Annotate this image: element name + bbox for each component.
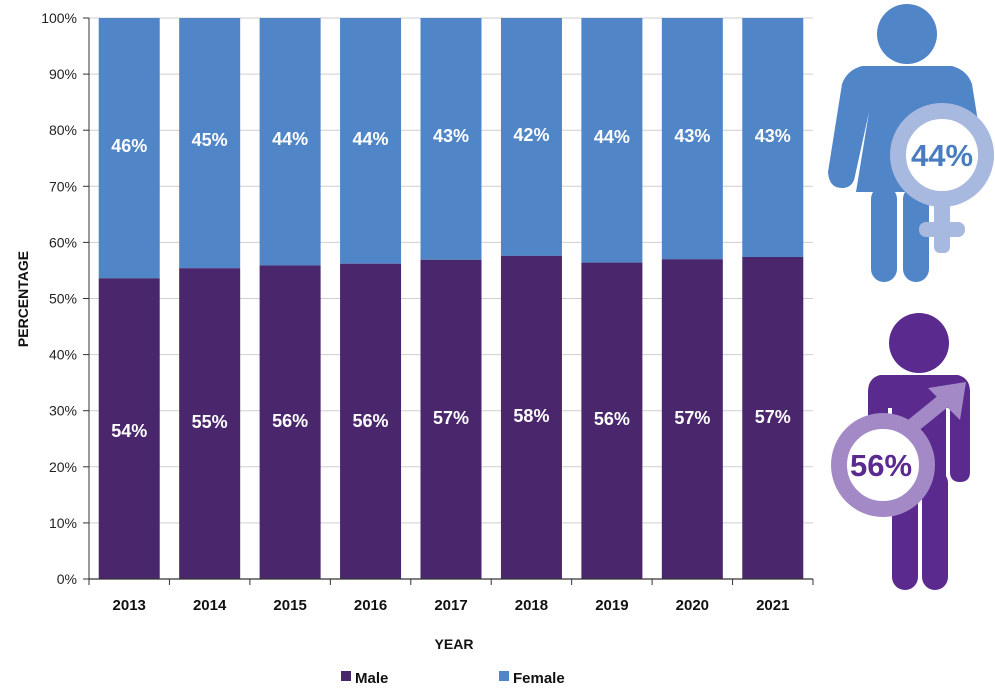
data-label-female: 42% <box>513 125 549 145</box>
y-tick-label: 0% <box>57 571 77 587</box>
bar-male <box>420 259 482 579</box>
bar-female <box>259 18 321 266</box>
data-label-female: 46% <box>111 136 147 156</box>
female-icon-percentage: 44% <box>911 138 973 173</box>
bar-female <box>179 18 241 269</box>
bar-male <box>259 265 321 579</box>
x-tick-label: 2015 <box>273 597 306 614</box>
data-label-female: 43% <box>674 126 710 146</box>
male-icon-percentage: 56% <box>850 448 912 483</box>
y-tick-label: 10% <box>49 515 77 531</box>
bar-female <box>500 18 562 256</box>
bar-male <box>742 256 804 579</box>
x-tick-label: 2017 <box>434 597 467 614</box>
data-label-male: 56% <box>353 411 389 431</box>
x-tick-label: 2016 <box>354 597 387 614</box>
bar-male <box>179 268 241 579</box>
legend-swatch-female <box>499 671 509 681</box>
y-tick-label: 100% <box>41 10 77 26</box>
y-tick-label: 70% <box>49 178 77 194</box>
y-tick-label: 90% <box>49 66 77 82</box>
x-axis-label: YEAR <box>435 636 474 652</box>
bar-female <box>581 18 643 263</box>
legend-swatch-male <box>341 671 351 681</box>
x-axis: 2013 2014 2015 2016 2017 2018 2019 2020 2021 <box>88 18 814 614</box>
bars: 46% 54% 45% 55% 44% 56% 44% 56% 43% 57% 42% 58% 44% 5… <box>98 18 804 579</box>
female-person-icon: 44% <box>828 4 994 282</box>
data-label-male: 57% <box>433 408 469 428</box>
y-axis-label: PERCENTAGE <box>15 251 31 347</box>
bar-female <box>340 18 402 264</box>
bar-male <box>98 278 160 579</box>
data-label-female: 45% <box>192 130 228 150</box>
data-label-male: 58% <box>513 406 549 426</box>
data-label-male: 56% <box>594 409 630 429</box>
data-label-female: 44% <box>272 129 308 149</box>
x-tick-label: 2013 <box>113 597 146 614</box>
bar-male <box>500 255 562 579</box>
data-label-female: 44% <box>594 127 630 147</box>
data-label-male: 55% <box>192 412 228 432</box>
data-label-female: 44% <box>353 129 389 149</box>
bar-male <box>581 262 643 579</box>
bar-female <box>420 18 482 260</box>
x-tick-label: 2021 <box>756 597 789 614</box>
y-axis-ticks: 0% 10% 20% 30% 40% 50% 60% 70% 80% 90% 100% <box>41 10 89 587</box>
bar-male <box>661 259 723 579</box>
x-tick-label: 2020 <box>676 597 709 614</box>
y-tick-label: 50% <box>49 291 77 307</box>
x-tick-label: 2014 <box>193 597 227 614</box>
y-tick-label: 80% <box>49 122 77 138</box>
y-tick-label: 60% <box>49 234 77 250</box>
data-label-male: 57% <box>755 407 791 427</box>
legend-label-male: Male <box>355 670 388 687</box>
x-tick-label: 2019 <box>595 597 628 614</box>
bar-female <box>742 18 804 257</box>
x-tick-label: 2018 <box>515 597 548 614</box>
data-label-male: 54% <box>111 421 147 441</box>
data-label-female: 43% <box>433 126 469 146</box>
data-label-female: 43% <box>755 126 791 146</box>
legend-label-female: Female <box>513 670 565 687</box>
bar-female <box>98 18 160 279</box>
male-person-icon: 56% <box>831 313 970 590</box>
y-tick-label: 20% <box>49 459 77 475</box>
bar-female <box>661 18 723 260</box>
bar-male <box>340 263 402 579</box>
y-tick-label: 30% <box>49 403 77 419</box>
y-tick-label: 40% <box>49 347 77 363</box>
data-label-male: 57% <box>674 408 710 428</box>
legend: Male Female <box>341 670 565 687</box>
data-label-male: 56% <box>272 411 308 431</box>
